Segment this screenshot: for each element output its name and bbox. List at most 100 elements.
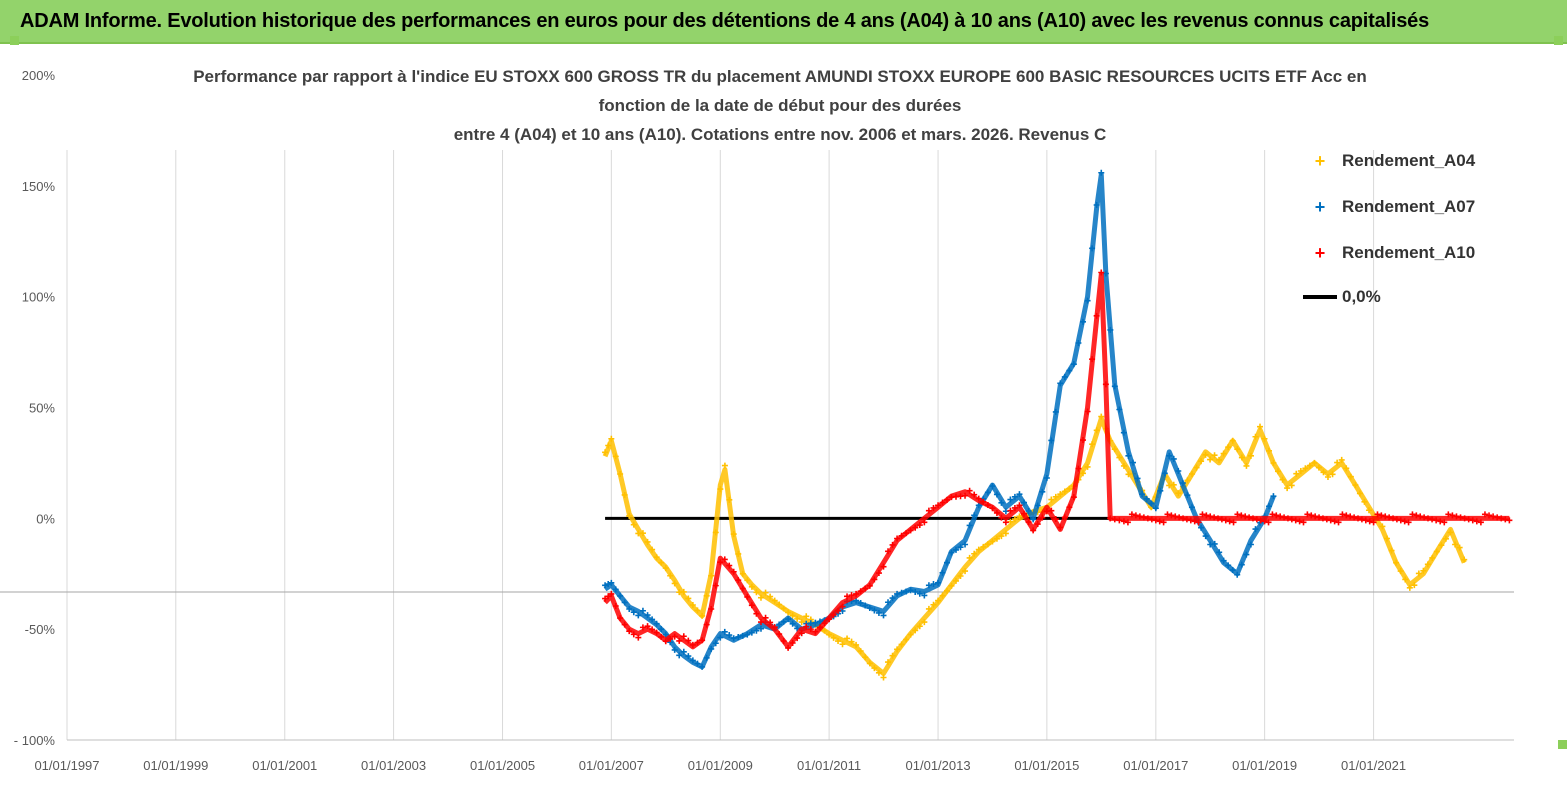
data-point <box>1011 493 1018 500</box>
data-point <box>689 602 696 608</box>
data-point <box>712 582 719 589</box>
data-point <box>803 613 810 620</box>
data-point <box>1211 540 1218 547</box>
data-point <box>848 592 855 599</box>
legend-label: Rendement_A10 <box>1342 243 1476 262</box>
data-point <box>1089 441 1096 448</box>
data-point <box>776 631 783 638</box>
data-point <box>735 634 742 641</box>
data-point <box>617 615 624 622</box>
data-point <box>1420 567 1427 574</box>
data-point <box>1335 519 1342 526</box>
data-point <box>1016 513 1023 520</box>
plus-marker-icon: + <box>1314 242 1326 263</box>
data-point <box>1007 507 1014 514</box>
data-point <box>998 499 1005 506</box>
data-point <box>1198 524 1205 531</box>
data-point <box>925 605 932 612</box>
data-point <box>875 669 882 676</box>
data-point <box>1477 519 1484 526</box>
legend-label: Rendement_A07 <box>1342 197 1476 216</box>
data-point <box>1011 504 1018 511</box>
header-divider <box>0 42 1567 44</box>
data-point <box>612 453 619 460</box>
data-point <box>735 577 742 584</box>
data-point <box>1279 476 1286 483</box>
legend-item-zero: 0,0% <box>1300 284 1381 310</box>
series-layer <box>602 169 1513 681</box>
data-point <box>626 606 633 612</box>
data-point <box>1469 517 1476 524</box>
data-point <box>830 611 837 618</box>
data-point <box>717 486 724 493</box>
data-point <box>1481 511 1488 518</box>
data-point <box>984 489 991 496</box>
data-point <box>667 635 674 642</box>
data-point <box>1079 318 1086 325</box>
data-point <box>1225 562 1232 569</box>
data-point <box>1370 519 1377 526</box>
data-point <box>1506 517 1513 524</box>
data-point <box>848 638 855 645</box>
data-point <box>1148 500 1155 507</box>
data-point <box>1021 499 1028 506</box>
data-point <box>957 544 964 551</box>
data-point <box>708 606 715 612</box>
data-point <box>1405 519 1412 526</box>
data-point <box>1220 450 1227 457</box>
data-point <box>1452 541 1459 548</box>
data-point <box>748 602 755 609</box>
data-point <box>1175 490 1182 497</box>
data-point <box>1211 514 1218 521</box>
data-point <box>1193 464 1200 471</box>
data-point <box>889 652 896 659</box>
data-point <box>667 572 674 579</box>
data-point <box>1120 429 1127 436</box>
data-point <box>703 592 710 599</box>
data-point <box>1136 513 1143 520</box>
data-point <box>649 546 656 553</box>
data-point <box>939 499 946 506</box>
data-point <box>671 580 678 587</box>
data-point <box>630 521 637 528</box>
data-point <box>1134 475 1141 482</box>
y-tick-label: -50% <box>25 622 56 637</box>
data-point <box>866 582 873 589</box>
data-point <box>771 624 778 631</box>
data-point <box>944 587 951 594</box>
data-point <box>1269 511 1276 518</box>
chart-title: Performance par rapport à l'indice EU ST… <box>193 67 1367 144</box>
data-point <box>1152 517 1159 524</box>
data-point <box>939 569 946 576</box>
data-point <box>1107 515 1114 522</box>
data-point <box>1007 496 1014 503</box>
data-point <box>835 638 842 645</box>
data-point <box>1152 505 1159 512</box>
data-point <box>925 507 932 514</box>
data-point <box>621 491 628 498</box>
data-point <box>1257 423 1264 430</box>
data-point <box>1352 482 1359 489</box>
data-point <box>1079 470 1086 477</box>
data-point <box>1025 507 1032 514</box>
data-point <box>767 593 774 600</box>
data-point <box>1234 511 1241 518</box>
data-point <box>1238 512 1245 519</box>
data-point <box>1304 511 1311 518</box>
data-point <box>1156 518 1163 525</box>
data-point <box>1411 582 1418 589</box>
data-point <box>753 627 760 634</box>
data-point <box>739 632 746 639</box>
data-point <box>975 495 982 502</box>
data-point <box>612 586 619 593</box>
data-point <box>762 589 769 596</box>
data-point <box>1195 519 1202 526</box>
data-point <box>621 621 628 628</box>
data-point <box>757 625 764 632</box>
data-point <box>608 435 615 442</box>
data-point <box>1292 517 1299 524</box>
data-point <box>898 641 905 648</box>
data-point <box>1382 513 1389 520</box>
data-point <box>930 504 937 511</box>
x-tick-label: 01/01/2015 <box>1014 758 1079 773</box>
